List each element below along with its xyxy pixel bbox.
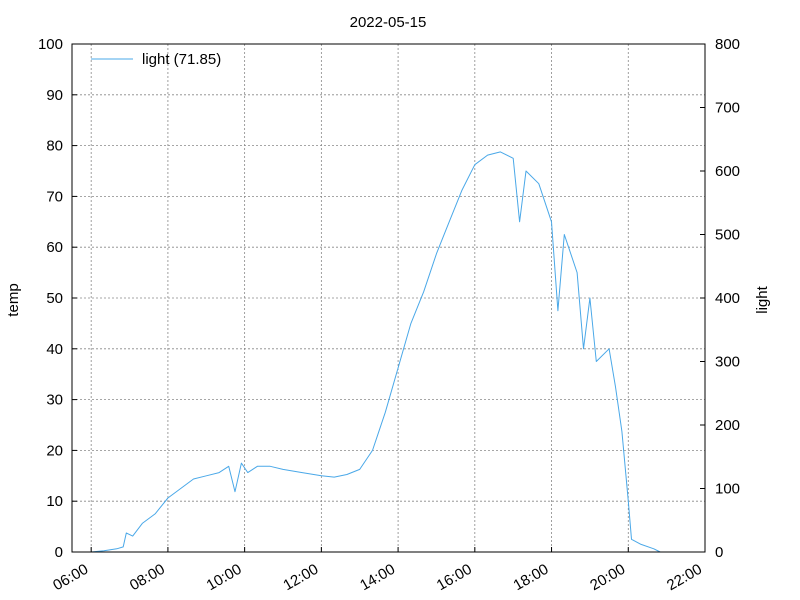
chart-title: 2022-05-15 (350, 14, 427, 31)
y-right-axis-label: light (754, 285, 771, 313)
y-right-tick-label: 500 (715, 227, 740, 244)
legend: light (71.85) (91, 51, 221, 68)
y-right-tick-label: 200 (715, 417, 740, 434)
grid (72, 44, 705, 552)
legend-label: light (71.85) (142, 51, 221, 68)
y-left-tick-label: 100 (38, 36, 63, 53)
x-tick-label: 10:00 (204, 561, 245, 594)
y-left-tick-label: 60 (46, 239, 63, 256)
ticks: 0 10 20 30 40 50 60 70 80 90 100 0 100 200 300 400 500 60… (38, 36, 740, 594)
y-left-tick-label: 70 (46, 188, 63, 205)
y-right-tick-label: 300 (715, 354, 740, 371)
x-tick-label: 20:00 (587, 561, 628, 594)
y-left-tick-label: 10 (46, 493, 63, 510)
y-right-tick-label: 700 (715, 100, 740, 117)
series-layer (91, 151, 661, 553)
x-tick-label: 16:00 (434, 561, 475, 594)
y-left-tick-label: 20 (46, 442, 63, 459)
y-left-tick-label: 30 (46, 392, 63, 409)
x-tick-label: 18:00 (511, 561, 552, 594)
y-right-tick-label: 600 (715, 163, 740, 180)
y-left-tick-label: 80 (46, 138, 63, 155)
y-right-tick-label: 800 (715, 36, 740, 53)
x-tick-label: 12:00 (280, 561, 321, 594)
y-left-axis-label: temp (5, 283, 22, 316)
y-right-tick-label: 400 (715, 290, 740, 307)
y-left-tick-label: 40 (46, 341, 63, 358)
x-tick-label: 14:00 (357, 561, 398, 594)
x-tick-label: 22:00 (664, 561, 705, 594)
y-left-tick-label: 90 (46, 87, 63, 104)
y-left-tick-label: 50 (46, 290, 63, 307)
series-line (91, 151, 661, 553)
y-left-tick-label: 0 (55, 544, 63, 561)
y-right-tick-label: 100 (715, 481, 740, 498)
x-tick-label: 08:00 (127, 561, 168, 594)
x-tick-label: 06:00 (50, 561, 91, 594)
y-right-tick-label: 0 (715, 544, 723, 561)
